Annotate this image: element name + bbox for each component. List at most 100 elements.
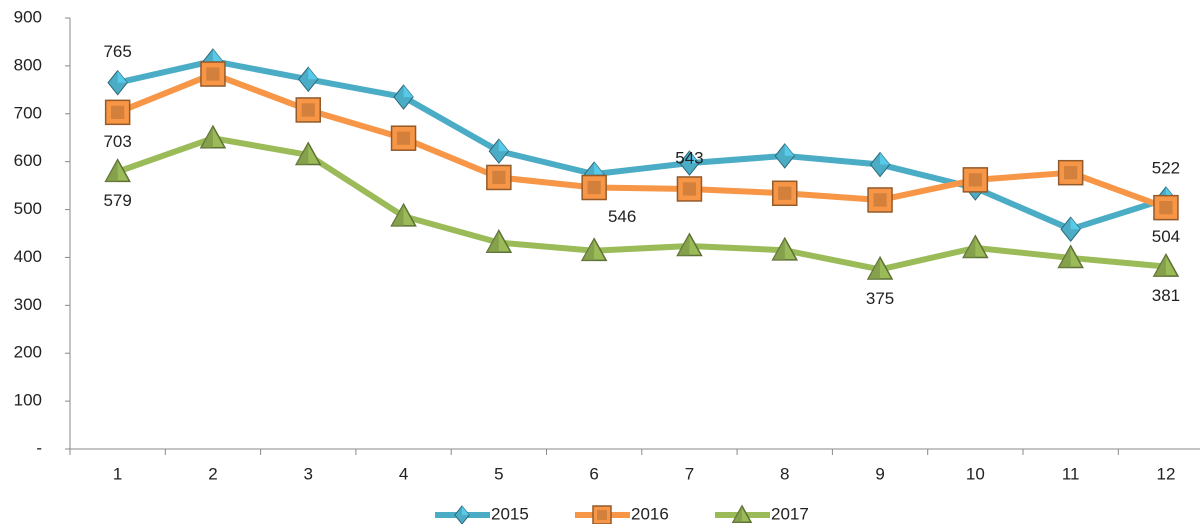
y-tick-label: 500 xyxy=(14,199,42,218)
legend-label: 2015 xyxy=(491,504,529,523)
marker xyxy=(771,236,799,261)
y-tick-label: - xyxy=(36,438,42,457)
marker xyxy=(294,141,322,166)
marker xyxy=(200,61,226,87)
marker xyxy=(581,174,607,201)
marker-shade xyxy=(689,151,700,164)
marker-shade xyxy=(1070,217,1081,230)
marker-shade xyxy=(200,126,213,148)
marker xyxy=(390,125,417,151)
marker-shade xyxy=(682,182,697,196)
marker-shade xyxy=(880,152,890,165)
marker-shade xyxy=(1159,201,1173,215)
x-tick-label: 5 xyxy=(494,464,503,483)
marker-shade xyxy=(1058,245,1071,268)
marker xyxy=(199,124,227,149)
data-label: 522 xyxy=(1152,159,1180,178)
marker xyxy=(486,164,512,191)
series-line xyxy=(114,71,1169,211)
data-label: 375 xyxy=(866,289,894,308)
marker xyxy=(774,143,795,169)
marker-shade xyxy=(778,186,792,200)
marker-shade xyxy=(308,67,318,80)
series-line xyxy=(114,135,1169,273)
x-tick-label: 6 xyxy=(589,464,598,483)
marker-shape xyxy=(295,97,321,123)
x-tick-label: 3 xyxy=(304,464,313,483)
x-tick-label: 8 xyxy=(780,464,789,483)
x-tick-label: 9 xyxy=(875,464,884,483)
marker xyxy=(1153,194,1179,221)
marker-shade xyxy=(587,180,601,195)
y-tick-label: 400 xyxy=(14,247,42,266)
marker xyxy=(676,232,703,257)
data-label: 703 xyxy=(103,132,131,151)
marker-shade xyxy=(111,105,125,119)
y-tick-label: 100 xyxy=(14,391,42,410)
marker xyxy=(1060,216,1081,242)
legend: 2015 2016 2017 xyxy=(435,504,809,524)
legend-label: 2017 xyxy=(771,504,809,523)
marker xyxy=(772,180,798,207)
y-tick-label: 300 xyxy=(14,295,42,314)
marker xyxy=(592,505,612,524)
x-tick-label: 10 xyxy=(966,464,985,483)
marker xyxy=(866,255,894,280)
marker-shade xyxy=(301,103,315,117)
legend-label: 2016 xyxy=(631,504,669,523)
y-tick-label: 200 xyxy=(14,343,42,362)
marker-shade xyxy=(206,67,220,81)
marker xyxy=(869,151,891,178)
marker-shade xyxy=(582,238,595,261)
data-label: 579 xyxy=(103,191,131,210)
marker-shade xyxy=(968,173,982,187)
marker xyxy=(1057,159,1084,186)
marker xyxy=(295,97,321,123)
marker xyxy=(676,176,703,202)
x-tick-label: 4 xyxy=(399,464,408,483)
marker-shade xyxy=(594,162,604,175)
marker-shade xyxy=(733,506,742,523)
marker xyxy=(731,504,753,523)
marker-shade xyxy=(677,233,690,256)
marker xyxy=(390,202,417,227)
marker-shade xyxy=(772,238,785,260)
marker-shade xyxy=(296,142,309,165)
marker-shade xyxy=(403,85,414,98)
data-label: 504 xyxy=(1152,227,1180,246)
marker-shade xyxy=(963,235,976,258)
marker-shade xyxy=(462,506,470,515)
marker xyxy=(107,69,128,96)
x-tick-label: 2 xyxy=(208,464,217,483)
marker xyxy=(104,99,131,126)
marker xyxy=(454,505,470,524)
x-tick-label: 1 xyxy=(113,464,122,483)
data-label: 543 xyxy=(675,148,703,167)
marker xyxy=(1152,252,1180,277)
x-tick-label: 7 xyxy=(685,464,694,483)
marker-shade xyxy=(105,159,118,182)
marker xyxy=(962,234,989,259)
marker xyxy=(485,229,513,253)
marker xyxy=(580,237,608,262)
marker-shade xyxy=(1064,166,1078,180)
series-line xyxy=(114,58,1169,233)
marker-shade xyxy=(117,70,128,83)
marker xyxy=(393,84,414,110)
data-label: 546 xyxy=(608,207,636,226)
marker-shade xyxy=(597,510,607,520)
data-label: 765 xyxy=(103,42,131,61)
x-tick-label: 12 xyxy=(1156,464,1175,483)
marker-shade xyxy=(391,204,404,226)
marker-shade xyxy=(1153,254,1166,277)
y-tick-label: 700 xyxy=(14,103,42,122)
marker xyxy=(962,167,989,193)
data-label: 381 xyxy=(1152,286,1180,305)
y-tick-label: 900 xyxy=(14,7,42,26)
marker-shade xyxy=(492,170,506,185)
marker xyxy=(298,66,319,93)
marker-shade xyxy=(396,131,411,145)
x-tick-label: 11 xyxy=(1062,464,1080,483)
marker-shade xyxy=(486,230,499,253)
